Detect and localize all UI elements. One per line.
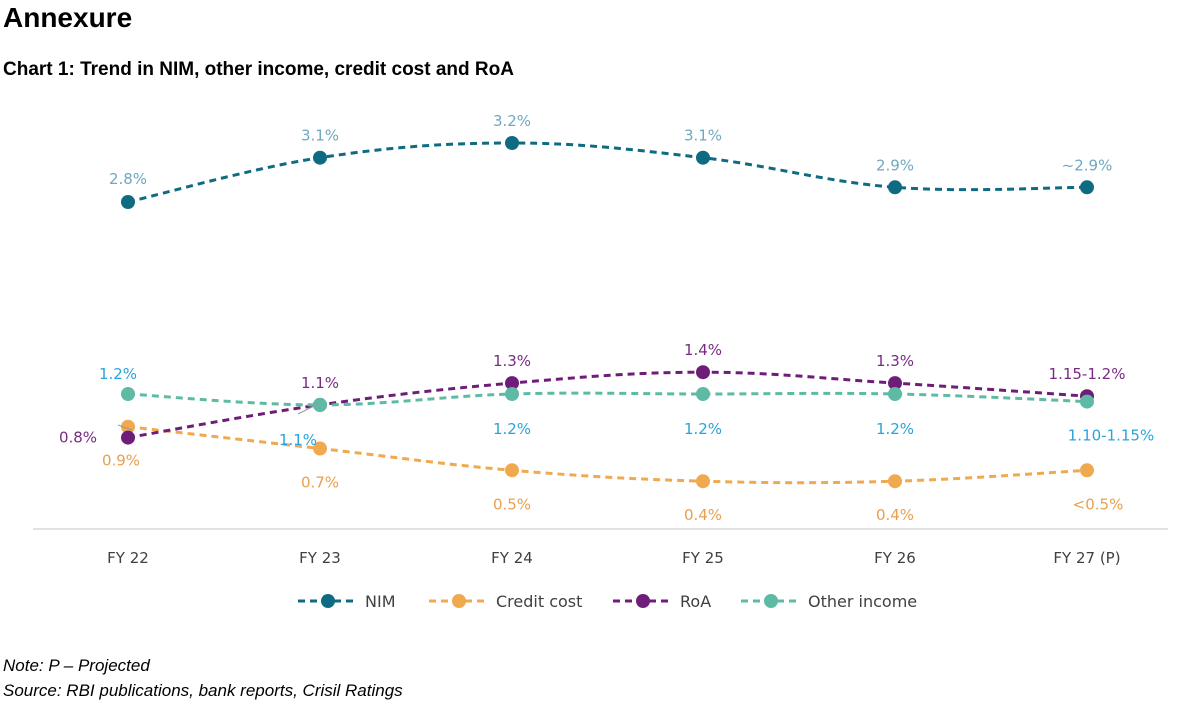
nim-data-label: ~2.9% xyxy=(1062,156,1113,174)
credit-cost-data-label: 0.9% xyxy=(102,452,140,470)
roa-line xyxy=(127,370,1088,440)
roa-data-label: 1.3% xyxy=(876,352,914,370)
credit-cost-point xyxy=(505,463,519,478)
other-income-line xyxy=(127,391,1088,407)
roa-data-label: 1.1% xyxy=(301,374,339,392)
other-income-point xyxy=(121,387,135,401)
roa-point xyxy=(888,376,902,391)
nim-point xyxy=(696,150,710,165)
nim-data-label: 3.1% xyxy=(684,127,722,145)
roa-point xyxy=(121,430,135,445)
credit-cost-point xyxy=(696,474,710,489)
nim-point xyxy=(313,150,327,165)
footnote-source: Source: RBI publications, bank reports, … xyxy=(3,681,403,700)
x-tick-label: FY 24 xyxy=(491,549,533,567)
legend: NIM Credit cost RoA Other income xyxy=(298,592,917,611)
credit-cost-legend-marker xyxy=(452,594,466,608)
nim-data-label: 3.2% xyxy=(493,112,531,130)
credit-cost-legend-label: Credit cost xyxy=(496,592,582,611)
x-axis-ticks: FY 22 FY 23 FY 24 FY 25 FY 26 FY 27 (P) xyxy=(107,549,1120,567)
line-chart: FY 22 FY 23 FY 24 FY 25 FY 26 FY 27 (P) 2.8% 3… xyxy=(33,112,1168,611)
nim-legend-marker xyxy=(321,594,335,608)
credit-cost-point xyxy=(888,474,902,489)
roa-data-label: 1.15-1.2% xyxy=(1049,365,1126,383)
other-income-point xyxy=(696,387,710,401)
nim-line xyxy=(127,141,1088,204)
x-tick-label: FY 22 xyxy=(107,549,149,567)
series-layer xyxy=(121,136,1094,489)
nim-data-label: 3.1% xyxy=(301,127,339,145)
nim-data-label: 2.8% xyxy=(109,170,147,188)
footnote-note: Note: P – Projected xyxy=(3,656,150,675)
other-income-data-label: 1.1% xyxy=(279,431,317,449)
chart-title: Chart 1: Trend in NIM, other income, cre… xyxy=(3,59,514,80)
other-income-point xyxy=(1080,394,1094,409)
x-tick-label: FY 27 (P) xyxy=(1053,549,1120,567)
x-tick-label: FY 23 xyxy=(299,549,341,567)
other-income-data-label: 1.2% xyxy=(876,420,914,438)
other-income-label-leader xyxy=(297,403,319,415)
roa-point xyxy=(696,365,710,380)
x-tick-label: FY 26 xyxy=(874,549,916,567)
other-income-point xyxy=(505,387,519,401)
credit-cost-data-label: 0.5% xyxy=(493,495,531,513)
credit-cost-data-label: <0.5% xyxy=(1073,495,1124,513)
nim-point xyxy=(888,180,902,195)
nim-point xyxy=(121,195,135,209)
roa-data-label: 0.8% xyxy=(59,429,97,447)
other-income-data-label: 1.2% xyxy=(493,420,531,438)
nim-data-label: 2.9% xyxy=(876,156,914,174)
nim-point xyxy=(1080,180,1094,195)
other-income-point xyxy=(313,397,327,412)
roa-legend-marker xyxy=(636,594,650,608)
roa-legend-label: RoA xyxy=(680,592,711,611)
credit-cost-data-label: 0.4% xyxy=(684,506,722,524)
page-heading: Annexure xyxy=(3,2,133,33)
roa-data-label: 1.4% xyxy=(684,341,722,359)
other-income-point xyxy=(888,387,902,401)
roa-point xyxy=(505,376,519,391)
credit-cost-point xyxy=(1080,463,1094,478)
nim-legend-label: NIM xyxy=(365,592,396,611)
credit-cost-data-label: 0.4% xyxy=(876,506,914,524)
other-income-data-label: 1.2% xyxy=(99,365,137,383)
roa-label-leader xyxy=(117,424,133,431)
other-income-data-label: 1.2% xyxy=(684,420,722,438)
x-tick-label: FY 25 xyxy=(682,549,724,567)
other-income-legend-label: Other income xyxy=(808,592,917,611)
roa-data-label: 1.3% xyxy=(493,352,531,370)
credit-cost-line xyxy=(127,425,1088,485)
nim-point xyxy=(505,136,519,150)
label-leaders xyxy=(117,403,319,431)
other-income-data-label: 1.10-1.15% xyxy=(1068,427,1154,445)
credit-cost-point xyxy=(313,441,327,456)
other-income-legend-marker xyxy=(764,594,778,608)
credit-cost-data-label: 0.7% xyxy=(301,474,339,492)
data-labels: 2.8% 3.1% 3.2% 3.1% 2.9% ~2.9% 0.9% 0.7% 0.5% 0.4… xyxy=(59,112,1154,524)
